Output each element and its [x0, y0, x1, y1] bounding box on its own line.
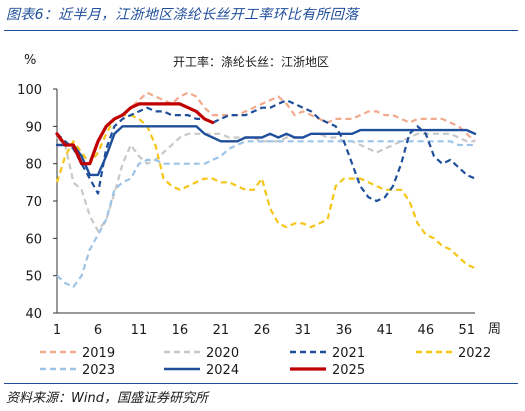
x-tick-label: 26	[254, 323, 271, 338]
x-tick-label: 11	[131, 323, 148, 338]
y-tick-label: 100	[17, 83, 42, 98]
x-tick-label: 1	[53, 323, 61, 338]
source-divider	[4, 383, 518, 384]
series-line-2021	[56, 99, 476, 203]
series-line-2023	[56, 140, 475, 288]
y-tick-label: 80	[25, 158, 42, 173]
x-tick-label: 46	[418, 323, 435, 338]
x-tick-label: 41	[377, 323, 394, 338]
chart-subtitle: 开工率：涤纶长丝：江浙地区	[173, 54, 329, 69]
legend-label-2024: 2024	[206, 363, 239, 378]
legend-label-2019: 2019	[82, 346, 115, 361]
y-tick-label: 40	[25, 307, 42, 322]
legend-label-2025: 2025	[332, 363, 365, 378]
legend: 2019 2020 2021 2022 2023 2024 2025	[40, 346, 491, 378]
series-line-2022	[55, 114, 476, 270]
chart-title-caption: 图表6：近半月，江浙地区涤纶长丝开工率环比有所回落	[6, 7, 359, 23]
legend-label-2022: 2022	[458, 346, 491, 361]
series-line-2025	[55, 102, 215, 166]
x-tick-label: 51	[459, 323, 476, 338]
x-axis-unit-label: 周	[488, 322, 501, 337]
title-divider	[4, 30, 518, 31]
series-group	[55, 91, 477, 288]
legend-label-2021: 2021	[332, 346, 365, 361]
legend-label-2023: 2023	[82, 363, 115, 378]
y-tick-label: 70	[25, 195, 42, 210]
series-line-2020	[56, 132, 475, 232]
y-tick-label: 90	[25, 120, 42, 135]
series-line-2024	[55, 125, 477, 177]
x-ticks-group: 1 6 11 16 21 26 31 36 41 46 51	[53, 323, 475, 338]
y-tick-label: 60	[25, 232, 42, 247]
legend-label-2020: 2020	[206, 346, 239, 361]
x-tick-label: 6	[94, 323, 102, 338]
y-ticks-group: 40 50 60 70 80 90 100	[17, 83, 57, 322]
x-tick-label: 21	[213, 323, 230, 338]
x-tick-label: 31	[295, 323, 312, 338]
x-tick-label: 16	[172, 323, 189, 338]
y-tick-label: 50	[25, 270, 42, 285]
x-tick-label: 36	[336, 323, 353, 338]
source-note: 资料来源：Wind，国盛证券研究所	[6, 391, 208, 406]
y-axis-unit-label: %	[24, 53, 36, 68]
